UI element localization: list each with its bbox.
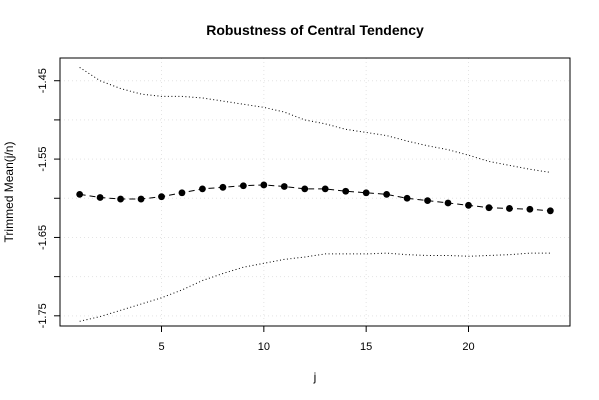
y-tick-label-4: -1.65 [37,225,49,250]
y-tick-label-2: -1.55 [37,147,49,172]
series-0-point-10 [280,183,288,190]
series-0-point-9 [260,181,268,189]
grid [60,58,570,326]
series-0-point-15 [383,190,391,198]
x-axis: 5 10 15 20 [158,326,475,353]
x-tick-label-3: 20 [462,341,474,353]
series-0-point-11 [301,185,309,193]
series-0-point-14 [362,189,370,197]
series-0-point-23 [546,207,554,215]
series-0-point-1 [96,194,104,201]
series-0-point-21 [506,205,513,212]
y-tick-label-0: -1.45 [37,68,49,93]
series-2-line [79,252,551,322]
series-0-point-6 [199,185,206,193]
series-0-point-12 [321,185,329,193]
x-tick-label-2: 15 [360,341,372,353]
series-0-point-19 [465,201,472,209]
series-0-point-22 [526,205,534,213]
series-0-point-17 [424,197,431,205]
series-0-point-2 [117,195,124,203]
series-0-point-3 [137,195,145,203]
series-0-point-8 [239,182,247,190]
y-tick-label-6: -1.75 [37,303,49,328]
series-0-point-0 [76,190,84,198]
chart-title: Robustness of Central Tendency [206,22,424,38]
x-tick-label-0: 5 [158,341,164,353]
plot-frame [59,57,571,327]
y-axis-label: Trimmed Mean(j/n) [2,142,16,243]
series-layer [76,66,554,322]
x-axis-label: j [313,370,317,384]
series-0-point-18 [444,199,452,207]
series-0-point-13 [342,187,350,195]
series-0-point-20 [485,204,493,212]
y-axis: -1.45 -1.55 -1.65 -1.75 [37,68,60,328]
series-0-point-7 [219,183,227,191]
x-tick-label-1: 10 [258,341,270,353]
series-0-line [79,184,551,212]
series-1-line [79,66,551,173]
series-0-point-5 [178,189,186,197]
series-0-point-16 [403,194,411,202]
series-0-point-4 [158,193,165,201]
